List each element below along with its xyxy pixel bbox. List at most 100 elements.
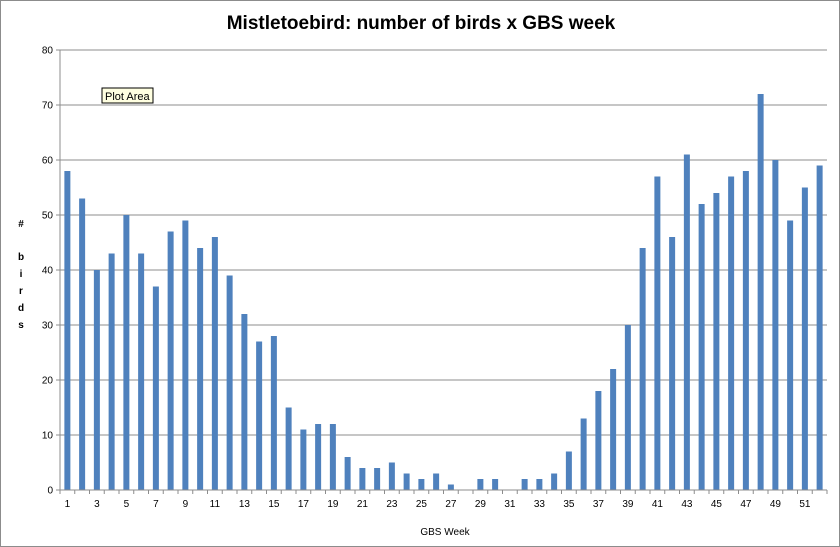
- bar-week-1: [64, 171, 71, 490]
- bar-week-11: [211, 237, 218, 490]
- y-tick-labels: 0 10 20 30 40 50 60 70 80: [42, 46, 54, 497]
- x-tick-label: 39: [622, 499, 634, 510]
- x-tick-label: 43: [681, 499, 693, 510]
- bar-week-43: [683, 154, 690, 490]
- bar-week-19: [329, 424, 336, 490]
- bar-week-52: [816, 165, 823, 490]
- bar-week-50: [787, 220, 794, 490]
- x-tick-label: 45: [711, 499, 723, 510]
- bar-week-13: [241, 314, 248, 490]
- y-axis-label-char: s: [18, 320, 24, 331]
- y-axis-label-char: r: [19, 286, 23, 297]
- bar-week-23: [388, 462, 395, 490]
- bar-week-27: [447, 484, 454, 490]
- y-tick-label: 60: [42, 156, 54, 167]
- bar-week-16: [285, 407, 292, 490]
- bar-week-22: [374, 468, 381, 490]
- x-tick-label: 13: [239, 499, 251, 510]
- bar-week-44: [698, 204, 705, 490]
- y-axis-label-char: d: [18, 303, 24, 314]
- bar-week-24: [403, 473, 410, 490]
- bar-week-17: [300, 429, 307, 490]
- bar-week-9: [182, 220, 189, 490]
- y-tick-label: 50: [42, 211, 54, 222]
- x-tick-label: 49: [770, 499, 782, 510]
- y-tick-label: 80: [42, 46, 54, 57]
- bar-week-39: [624, 325, 631, 490]
- x-tick-label: 7: [153, 499, 159, 510]
- x-tick-label: 5: [124, 499, 130, 510]
- bar-week-36: [580, 418, 587, 490]
- bar-week-51: [801, 187, 808, 490]
- bar-week-41: [654, 176, 661, 490]
- bar-week-25: [418, 479, 425, 490]
- bar-week-3: [93, 270, 100, 490]
- chart-title: Mistletoebird: number of birds x GBS wee…: [227, 13, 616, 34]
- bar-week-4: [108, 253, 115, 490]
- bar-week-29: [477, 479, 484, 490]
- bar-week-15: [270, 336, 277, 490]
- bar-week-18: [315, 424, 322, 490]
- bar-week-49: [772, 160, 779, 490]
- plot-area-tooltip: Plot Area: [101, 87, 154, 104]
- y-axis-label-char: b: [18, 252, 24, 263]
- bar-week-34: [551, 473, 558, 490]
- bar-week-38: [610, 369, 617, 490]
- x-axis-label: GBS Week: [420, 527, 470, 538]
- y-tick-label: 40: [42, 266, 54, 277]
- bar-week-10: [197, 248, 204, 490]
- x-tick-label: 17: [298, 499, 310, 510]
- bars: [64, 94, 823, 490]
- bar-week-5: [123, 215, 130, 490]
- x-tick-labels: 1 3 5 7 9 11 13 15 17 19 21 23 25 27 29 31 33 35 37 39 41 43 4…: [65, 499, 811, 510]
- x-tick-label: 3: [94, 499, 100, 510]
- y-tick-label: 10: [42, 431, 54, 442]
- bar-week-45: [713, 193, 720, 490]
- x-tick-label: 23: [386, 499, 398, 510]
- x-tick-label: 51: [799, 499, 811, 510]
- tooltip-box: [101, 87, 154, 104]
- bar-week-6: [138, 253, 145, 490]
- bar-week-2: [79, 198, 86, 490]
- bar-week-21: [359, 468, 366, 490]
- bar-week-26: [433, 473, 440, 490]
- x-tick-label: 37: [593, 499, 605, 510]
- x-tick-label: 33: [534, 499, 546, 510]
- bar-week-12: [226, 275, 233, 490]
- y-axis-label-char: #: [18, 219, 24, 230]
- x-tick-label: 9: [183, 499, 189, 510]
- x-tick-label: 1: [65, 499, 71, 510]
- x-tick-label: 11: [210, 499, 221, 510]
- bar-week-47: [742, 171, 749, 490]
- bar-week-46: [728, 176, 735, 490]
- x-tick-label: 31: [504, 499, 516, 510]
- bar-week-32: [521, 479, 528, 490]
- x-tick-label: 15: [268, 499, 280, 510]
- bar-week-37: [595, 391, 602, 490]
- x-tick-label: 25: [416, 499, 428, 510]
- x-tick-label: 41: [652, 499, 664, 510]
- y-tick-label: 20: [42, 376, 54, 387]
- bar-week-30: [492, 479, 499, 490]
- axes: [59, 50, 828, 494]
- x-tick-label: 21: [357, 499, 369, 510]
- bar-week-40: [639, 248, 646, 490]
- x-tick-label: 47: [740, 499, 752, 510]
- bar-week-8: [167, 231, 174, 490]
- y-tick-label: 30: [42, 321, 54, 332]
- bar-week-20: [344, 457, 351, 490]
- x-tick-label: 29: [475, 499, 487, 510]
- bar-week-48: [757, 94, 764, 490]
- x-tick-label: 35: [563, 499, 575, 510]
- y-axis-label-char: i: [20, 269, 23, 280]
- bar-week-35: [565, 451, 572, 490]
- y-tick-label: 0: [47, 486, 53, 497]
- y-tick-label: 70: [42, 101, 54, 112]
- bar-week-7: [152, 286, 159, 490]
- x-tick-label: 27: [445, 499, 457, 510]
- bar-week-33: [536, 479, 543, 490]
- y-axis-label: # birds: [18, 219, 24, 331]
- tooltip-text: Plot Area: [105, 91, 151, 103]
